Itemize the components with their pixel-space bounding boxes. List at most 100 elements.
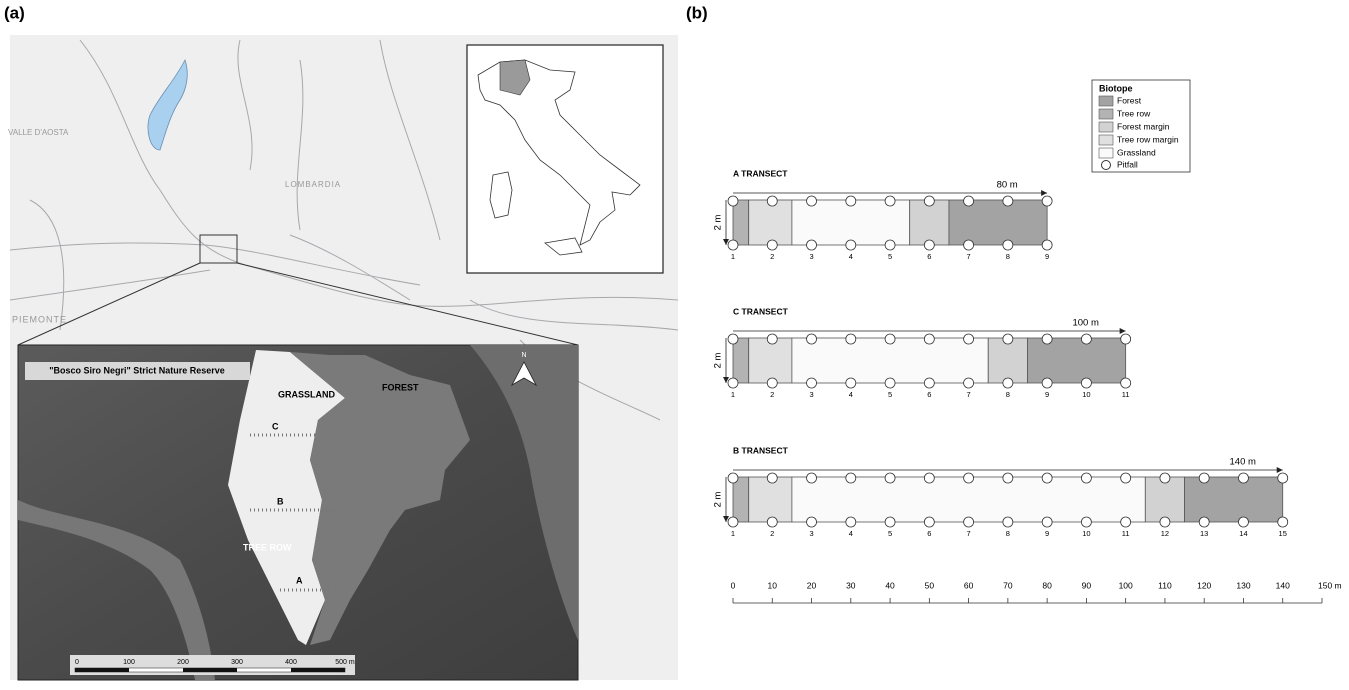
- scale-label: 100: [1119, 580, 1133, 590]
- transect-title: A TRANSECT: [733, 168, 788, 178]
- scale-label: 60: [964, 580, 974, 590]
- pitfall: [885, 473, 895, 483]
- pitfall-number: 10: [1082, 529, 1090, 538]
- pitfall-number: 2: [770, 390, 774, 399]
- pitfall: [728, 517, 738, 527]
- pitfall: [1081, 473, 1091, 483]
- scale-label: 110: [1158, 580, 1172, 590]
- arrow-head: [1041, 190, 1047, 196]
- biotope-segment: [749, 338, 792, 383]
- scale-label: 40: [885, 580, 895, 590]
- pitfall: [767, 517, 777, 527]
- transect-letter: C: [272, 421, 279, 431]
- pitfall-number: 2: [770, 529, 774, 538]
- pitfall-number: 5: [888, 252, 892, 261]
- scale-bar-label: 0: [75, 659, 79, 666]
- pitfall: [1042, 334, 1052, 344]
- scale-label: 80: [1042, 580, 1052, 590]
- pitfall-number: 13: [1200, 529, 1208, 538]
- pitfall: [1042, 240, 1052, 250]
- panel-label: (b): [686, 3, 708, 22]
- pitfall: [1081, 517, 1091, 527]
- pitfall: [728, 473, 738, 483]
- legend-label: Forest margin: [1117, 121, 1170, 131]
- biotope-segment: [910, 200, 949, 245]
- pitfall: [807, 240, 817, 250]
- pitfall: [964, 334, 974, 344]
- pitfall: [728, 378, 738, 388]
- biotope-segment: [792, 200, 910, 245]
- pitfall-number: 4: [849, 529, 853, 538]
- pitfall: [885, 240, 895, 250]
- pitfall: [1121, 473, 1131, 483]
- length-label: 100 m: [1072, 318, 1098, 329]
- pitfall-number: 1: [731, 252, 735, 261]
- scale-label: 120: [1197, 580, 1211, 590]
- pitfall-number: 7: [967, 529, 971, 538]
- pitfall: [1003, 378, 1013, 388]
- pitfall: [1121, 378, 1131, 388]
- biotope-segment: [792, 477, 1145, 522]
- pitfall-number: 9: [1045, 390, 1049, 399]
- pitfall: [728, 240, 738, 250]
- pitfall: [1042, 378, 1052, 388]
- pitfall: [924, 473, 934, 483]
- pitfall: [1238, 517, 1248, 527]
- panel-label: (a): [4, 3, 25, 22]
- pitfall-number: 7: [967, 390, 971, 399]
- pitfall: [767, 473, 777, 483]
- pitfall: [924, 517, 934, 527]
- width-label: 2 m: [713, 491, 724, 507]
- pitfall: [767, 334, 777, 344]
- pitfall: [807, 378, 817, 388]
- pitfall-number: 3: [809, 390, 813, 399]
- pitfall: [846, 378, 856, 388]
- width-label: 2 m: [713, 214, 724, 230]
- biotope-segment: [733, 338, 749, 383]
- pitfall-number: 3: [809, 529, 813, 538]
- scale-label: 0: [731, 580, 736, 590]
- pitfall-number: 11: [1122, 529, 1130, 538]
- pitfall: [964, 196, 974, 206]
- pitfall: [1199, 473, 1209, 483]
- pitfall: [1278, 473, 1288, 483]
- figure: (a) (b) VALLE D'AOSTA LOMBARDIA PIEMONTE: [0, 0, 1349, 685]
- region-label: PIEMONTE: [12, 314, 67, 324]
- biotope-segment: [1185, 477, 1283, 522]
- pitfall: [1121, 334, 1131, 344]
- pitfall: [1160, 473, 1170, 483]
- pitfall-number: 3: [809, 252, 813, 261]
- length-label: 140 m: [1230, 457, 1256, 468]
- biotope-segment: [1028, 338, 1126, 383]
- pitfall: [924, 378, 934, 388]
- scale-label: 30: [846, 580, 856, 590]
- width-label: 2 m: [713, 352, 724, 368]
- pitfall: [1160, 517, 1170, 527]
- pitfall: [807, 196, 817, 206]
- transect-letter: B: [277, 496, 284, 506]
- pitfall: [1042, 196, 1052, 206]
- biotope-segment: [733, 200, 749, 245]
- legend-label: Tree row: [1117, 108, 1151, 118]
- pitfall-number: 1: [731, 390, 735, 399]
- pitfall-number: 4: [849, 252, 853, 261]
- length-label: 80 m: [997, 180, 1018, 191]
- pitfall-number: 5: [888, 390, 892, 399]
- pitfall-number: 8: [1006, 529, 1010, 538]
- pitfall: [1081, 378, 1091, 388]
- pitfall-number: 15: [1279, 529, 1287, 538]
- pitfall: [924, 240, 934, 250]
- pitfall: [728, 334, 738, 344]
- pitfall-number: 8: [1006, 390, 1010, 399]
- region-label: LOMBARDIA: [285, 180, 341, 189]
- scale-label: 150 m: [1318, 580, 1342, 590]
- pitfall: [807, 473, 817, 483]
- pitfall-number: 14: [1239, 529, 1247, 538]
- reserve-title: "Bosco Siro Negri" Strict Nature Reserve: [49, 365, 225, 375]
- pitfall: [885, 378, 895, 388]
- aerial-map: "Bosco Siro Negri" Strict Nature Reserve…: [18, 345, 578, 680]
- pitfall-number: 11: [1122, 390, 1130, 399]
- pitfall: [846, 473, 856, 483]
- pitfall: [964, 517, 974, 527]
